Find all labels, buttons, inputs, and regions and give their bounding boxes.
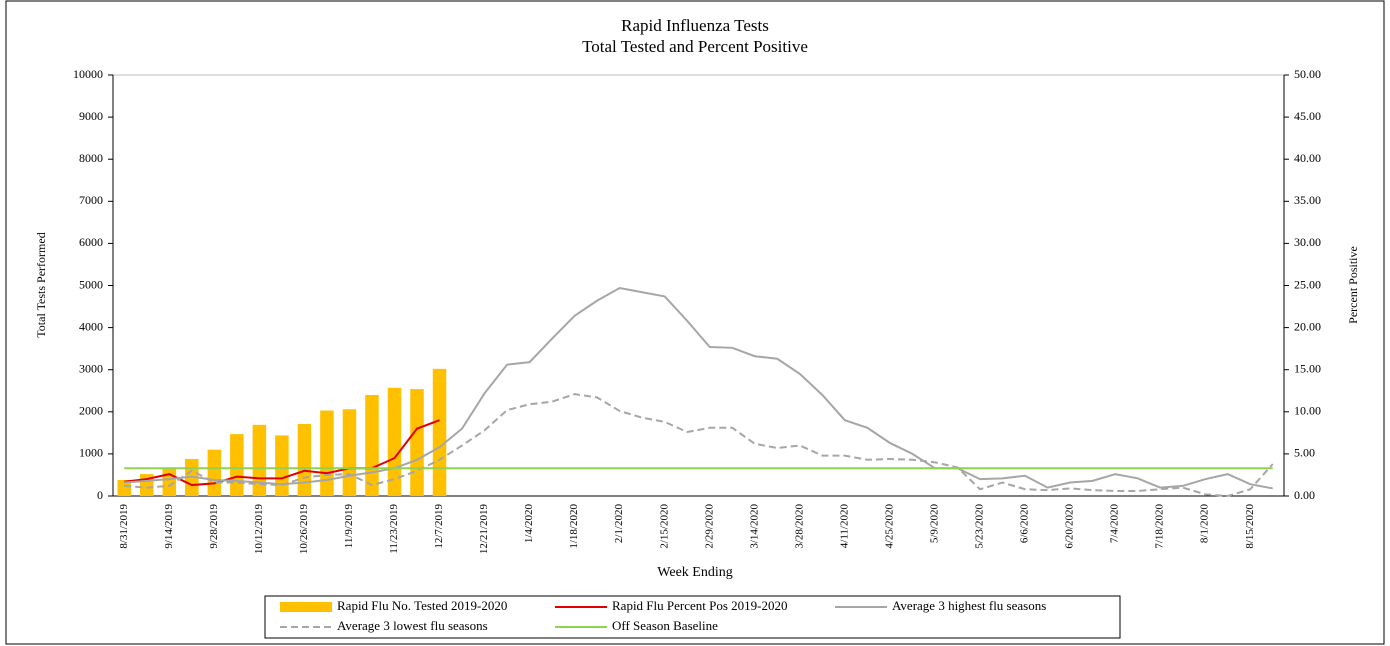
x-tick-label: 10/26/2019 <box>298 504 310 555</box>
y2-tick-label: 50.00 <box>1294 67 1321 81</box>
x-tick-label: 11/23/2019 <box>388 504 400 554</box>
chart-subtitle: Total Tested and Percent Positive <box>582 37 808 56</box>
x-tick-label: 10/12/2019 <box>253 504 265 555</box>
bar <box>320 410 334 496</box>
x-tick-label: 2/1/2020 <box>613 504 625 544</box>
y2-tick-label: 30.00 <box>1294 235 1321 249</box>
chart-title: Rapid Influenza Tests <box>621 16 769 35</box>
x-tick-label: 3/28/2020 <box>793 504 805 549</box>
bar <box>410 389 424 496</box>
x-tick-label: 3/14/2020 <box>748 504 760 549</box>
legend-label: Average 3 lowest flu seasons <box>337 618 488 633</box>
x-tick-label: 4/11/2020 <box>838 504 850 549</box>
x-tick-label: 2/15/2020 <box>658 504 670 549</box>
bar <box>342 409 357 496</box>
y-tick-label: 8000 <box>79 151 103 165</box>
x-tick-label: 9/14/2019 <box>163 504 175 549</box>
legend-label: Rapid Flu Percent Pos 2019-2020 <box>612 598 788 613</box>
x-tick-label: 8/31/2019 <box>118 504 130 549</box>
line-series <box>124 393 1274 498</box>
y-axis-title: Total Tests Performed <box>34 232 48 337</box>
x-tick-label: 6/20/2020 <box>1064 504 1076 549</box>
y2-tick-label: 0.00 <box>1294 488 1315 502</box>
y2-axis-title: Percent Positive <box>1346 246 1360 324</box>
legend-swatch <box>280 602 332 612</box>
x-tick-label: 7/4/2020 <box>1109 504 1121 544</box>
y2-tick-label: 10.00 <box>1294 404 1321 418</box>
y2-tick-label: 20.00 <box>1294 319 1321 333</box>
x-tick-label: 4/25/2020 <box>883 504 895 549</box>
x-tick-label: 7/18/2020 <box>1154 504 1166 549</box>
x-tick-label: 11/9/2019 <box>343 504 355 549</box>
chart-border <box>5 0 1385 645</box>
y2-tick-label: 40.00 <box>1294 151 1321 165</box>
y2-tick-label: 25.00 <box>1294 277 1321 291</box>
bar <box>275 435 289 496</box>
y2-tick-label: 35.00 <box>1294 193 1321 207</box>
bar <box>297 424 312 496</box>
y2-tick-label: 15.00 <box>1294 361 1321 375</box>
bar <box>117 480 132 496</box>
y-tick-label: 6000 <box>79 235 103 249</box>
y2-tick-label: 5.00 <box>1294 446 1315 460</box>
x-tick-label: 1/4/2020 <box>523 504 535 544</box>
line-series <box>124 286 1273 490</box>
bar <box>230 434 244 496</box>
x-tick-label: 6/6/2020 <box>1019 504 1031 544</box>
legend-box <box>264 595 1121 639</box>
x-tick-label: 2/29/2020 <box>703 504 715 549</box>
legend-label: Rapid Flu No. Tested 2019-2020 <box>337 598 507 613</box>
y-tick-label: 9000 <box>79 109 103 123</box>
bar <box>365 394 379 496</box>
x-tick-label: 1/18/2020 <box>568 504 580 549</box>
y-tick-label: 7000 <box>79 193 103 207</box>
bar <box>207 449 222 496</box>
x-axis-title: Week Ending <box>657 565 732 580</box>
x-tick-label: 9/28/2019 <box>208 504 220 549</box>
x-tick-label: 8/1/2020 <box>1199 504 1211 544</box>
y-tick-label: 1000 <box>79 446 103 460</box>
x-tick-label: 5/9/2020 <box>928 504 940 544</box>
x-tick-label: 8/15/2020 <box>1244 504 1256 549</box>
y-tick-label: 0 <box>97 488 103 502</box>
x-tick-label: 12/21/2019 <box>478 504 490 555</box>
legend-label: Off Season Baseline <box>612 618 718 633</box>
bar <box>432 368 447 496</box>
y2-tick-label: 45.00 <box>1294 109 1321 123</box>
y-tick-label: 4000 <box>79 319 103 333</box>
y-tick-label: 3000 <box>79 361 103 375</box>
y-tick-label: 10000 <box>73 67 103 81</box>
y-tick-label: 2000 <box>79 404 103 418</box>
bar <box>162 468 177 496</box>
x-tick-label: 5/23/2020 <box>974 504 986 549</box>
x-tick-label: 12/7/2019 <box>433 504 445 549</box>
legend-label: Average 3 highest flu seasons <box>892 598 1046 613</box>
y-tick-label: 5000 <box>79 277 103 291</box>
